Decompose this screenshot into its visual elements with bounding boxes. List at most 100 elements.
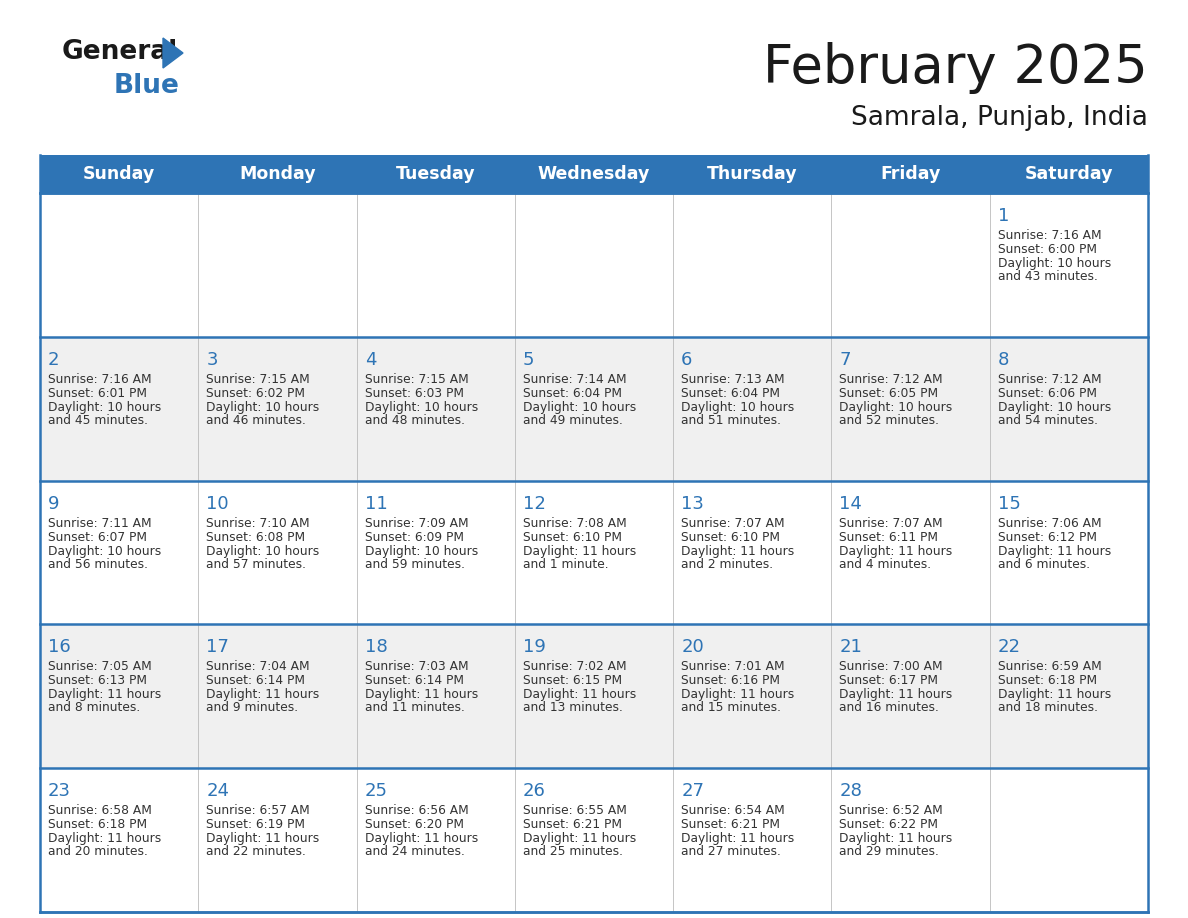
Text: and 29 minutes.: and 29 minutes. [840, 845, 940, 858]
Text: Sunset: 6:10 PM: Sunset: 6:10 PM [523, 531, 621, 543]
Text: and 56 minutes.: and 56 minutes. [48, 557, 148, 571]
Text: Daylight: 11 hours: Daylight: 11 hours [48, 688, 162, 701]
Text: Thursday: Thursday [707, 165, 797, 183]
Text: 25: 25 [365, 782, 387, 800]
Text: Daylight: 11 hours: Daylight: 11 hours [523, 544, 636, 557]
Text: Daylight: 10 hours: Daylight: 10 hours [48, 544, 162, 557]
Text: Sunrise: 7:09 AM: Sunrise: 7:09 AM [365, 517, 468, 530]
Text: 21: 21 [840, 638, 862, 656]
Text: Sunrise: 7:00 AM: Sunrise: 7:00 AM [840, 660, 943, 674]
Text: Sunrise: 6:57 AM: Sunrise: 6:57 AM [207, 804, 310, 817]
Text: and 52 minutes.: and 52 minutes. [840, 414, 940, 427]
Text: Sunset: 6:22 PM: Sunset: 6:22 PM [840, 818, 939, 831]
Text: 10: 10 [207, 495, 229, 512]
Text: 19: 19 [523, 638, 545, 656]
Text: Sunrise: 7:04 AM: Sunrise: 7:04 AM [207, 660, 310, 674]
Text: Daylight: 10 hours: Daylight: 10 hours [365, 544, 478, 557]
Text: Sunset: 6:10 PM: Sunset: 6:10 PM [681, 531, 781, 543]
Text: Sunset: 6:20 PM: Sunset: 6:20 PM [365, 818, 463, 831]
Text: Sunset: 6:13 PM: Sunset: 6:13 PM [48, 675, 147, 688]
Text: and 11 minutes.: and 11 minutes. [365, 701, 465, 714]
Text: 20: 20 [681, 638, 704, 656]
Bar [40, 624, 1148, 768]
Text: Sunrise: 6:55 AM: Sunrise: 6:55 AM [523, 804, 627, 817]
Text: Sunrise: 7:16 AM: Sunrise: 7:16 AM [998, 229, 1101, 242]
Text: Sunset: 6:11 PM: Sunset: 6:11 PM [840, 531, 939, 543]
Text: Sunrise: 7:12 AM: Sunrise: 7:12 AM [998, 373, 1101, 386]
Text: and 18 minutes.: and 18 minutes. [998, 701, 1098, 714]
Text: Sunrise: 7:02 AM: Sunrise: 7:02 AM [523, 660, 626, 674]
Text: 26: 26 [523, 782, 545, 800]
Bar [40, 768, 1148, 912]
Text: Daylight: 11 hours: Daylight: 11 hours [998, 544, 1111, 557]
Text: Sunrise: 7:01 AM: Sunrise: 7:01 AM [681, 660, 785, 674]
Text: Sunset: 6:17 PM: Sunset: 6:17 PM [840, 675, 939, 688]
Text: and 51 minutes.: and 51 minutes. [681, 414, 782, 427]
Text: Daylight: 10 hours: Daylight: 10 hours [365, 401, 478, 414]
Text: Sunday: Sunday [83, 165, 156, 183]
Text: Daylight: 11 hours: Daylight: 11 hours [681, 833, 795, 845]
Text: and 24 minutes.: and 24 minutes. [365, 845, 465, 858]
Text: Sunset: 6:06 PM: Sunset: 6:06 PM [998, 386, 1097, 400]
Text: Sunrise: 7:16 AM: Sunrise: 7:16 AM [48, 373, 152, 386]
Text: Daylight: 11 hours: Daylight: 11 hours [523, 688, 636, 701]
Text: Sunset: 6:21 PM: Sunset: 6:21 PM [523, 818, 621, 831]
Text: Monday: Monday [239, 165, 316, 183]
Text: 23: 23 [48, 782, 71, 800]
Text: Daylight: 11 hours: Daylight: 11 hours [681, 544, 795, 557]
Text: Sunset: 6:00 PM: Sunset: 6:00 PM [998, 243, 1097, 256]
Text: 22: 22 [998, 638, 1020, 656]
Text: 14: 14 [840, 495, 862, 512]
Text: 12: 12 [523, 495, 545, 512]
Text: and 2 minutes.: and 2 minutes. [681, 557, 773, 571]
Text: Daylight: 11 hours: Daylight: 11 hours [48, 833, 162, 845]
Text: Samrala, Punjab, India: Samrala, Punjab, India [851, 105, 1148, 131]
Text: and 15 minutes.: and 15 minutes. [681, 701, 782, 714]
Text: Daylight: 11 hours: Daylight: 11 hours [365, 688, 478, 701]
Text: Sunrise: 7:15 AM: Sunrise: 7:15 AM [207, 373, 310, 386]
Text: Sunrise: 6:52 AM: Sunrise: 6:52 AM [840, 804, 943, 817]
Text: 17: 17 [207, 638, 229, 656]
Text: and 25 minutes.: and 25 minutes. [523, 845, 623, 858]
Text: 6: 6 [681, 351, 693, 369]
Text: Sunrise: 7:12 AM: Sunrise: 7:12 AM [840, 373, 943, 386]
Text: Sunset: 6:14 PM: Sunset: 6:14 PM [207, 675, 305, 688]
Text: Daylight: 11 hours: Daylight: 11 hours [523, 833, 636, 845]
Text: 27: 27 [681, 782, 704, 800]
Text: and 54 minutes.: and 54 minutes. [998, 414, 1098, 427]
Text: and 48 minutes.: and 48 minutes. [365, 414, 465, 427]
Text: Sunset: 6:03 PM: Sunset: 6:03 PM [365, 386, 463, 400]
Text: 13: 13 [681, 495, 704, 512]
Text: Blue: Blue [114, 73, 179, 99]
Text: 9: 9 [48, 495, 59, 512]
Text: and 59 minutes.: and 59 minutes. [365, 557, 465, 571]
Text: General: General [62, 39, 178, 65]
Text: Saturday: Saturday [1024, 165, 1113, 183]
Text: Sunset: 6:09 PM: Sunset: 6:09 PM [365, 531, 463, 543]
Polygon shape [163, 38, 183, 68]
Text: Daylight: 10 hours: Daylight: 10 hours [523, 401, 636, 414]
Text: Sunset: 6:02 PM: Sunset: 6:02 PM [207, 386, 305, 400]
Text: Sunrise: 7:08 AM: Sunrise: 7:08 AM [523, 517, 626, 530]
Text: 24: 24 [207, 782, 229, 800]
Text: and 13 minutes.: and 13 minutes. [523, 701, 623, 714]
Text: Sunset: 6:18 PM: Sunset: 6:18 PM [48, 818, 147, 831]
Text: Sunset: 6:12 PM: Sunset: 6:12 PM [998, 531, 1097, 543]
Bar [40, 193, 1148, 337]
Text: Sunrise: 7:05 AM: Sunrise: 7:05 AM [48, 660, 152, 674]
Text: Tuesday: Tuesday [396, 165, 475, 183]
Text: Sunset: 6:15 PM: Sunset: 6:15 PM [523, 675, 623, 688]
Text: Wednesday: Wednesday [538, 165, 650, 183]
Text: 5: 5 [523, 351, 535, 369]
Text: Sunrise: 7:10 AM: Sunrise: 7:10 AM [207, 517, 310, 530]
Text: 11: 11 [365, 495, 387, 512]
Text: Sunrise: 7:07 AM: Sunrise: 7:07 AM [681, 517, 785, 530]
Text: and 49 minutes.: and 49 minutes. [523, 414, 623, 427]
Text: Daylight: 10 hours: Daylight: 10 hours [681, 401, 795, 414]
Text: and 43 minutes.: and 43 minutes. [998, 270, 1098, 283]
Text: 1: 1 [998, 207, 1009, 225]
Text: Sunrise: 7:03 AM: Sunrise: 7:03 AM [365, 660, 468, 674]
Text: 28: 28 [840, 782, 862, 800]
Text: 16: 16 [48, 638, 71, 656]
Text: Sunset: 6:04 PM: Sunset: 6:04 PM [523, 386, 621, 400]
